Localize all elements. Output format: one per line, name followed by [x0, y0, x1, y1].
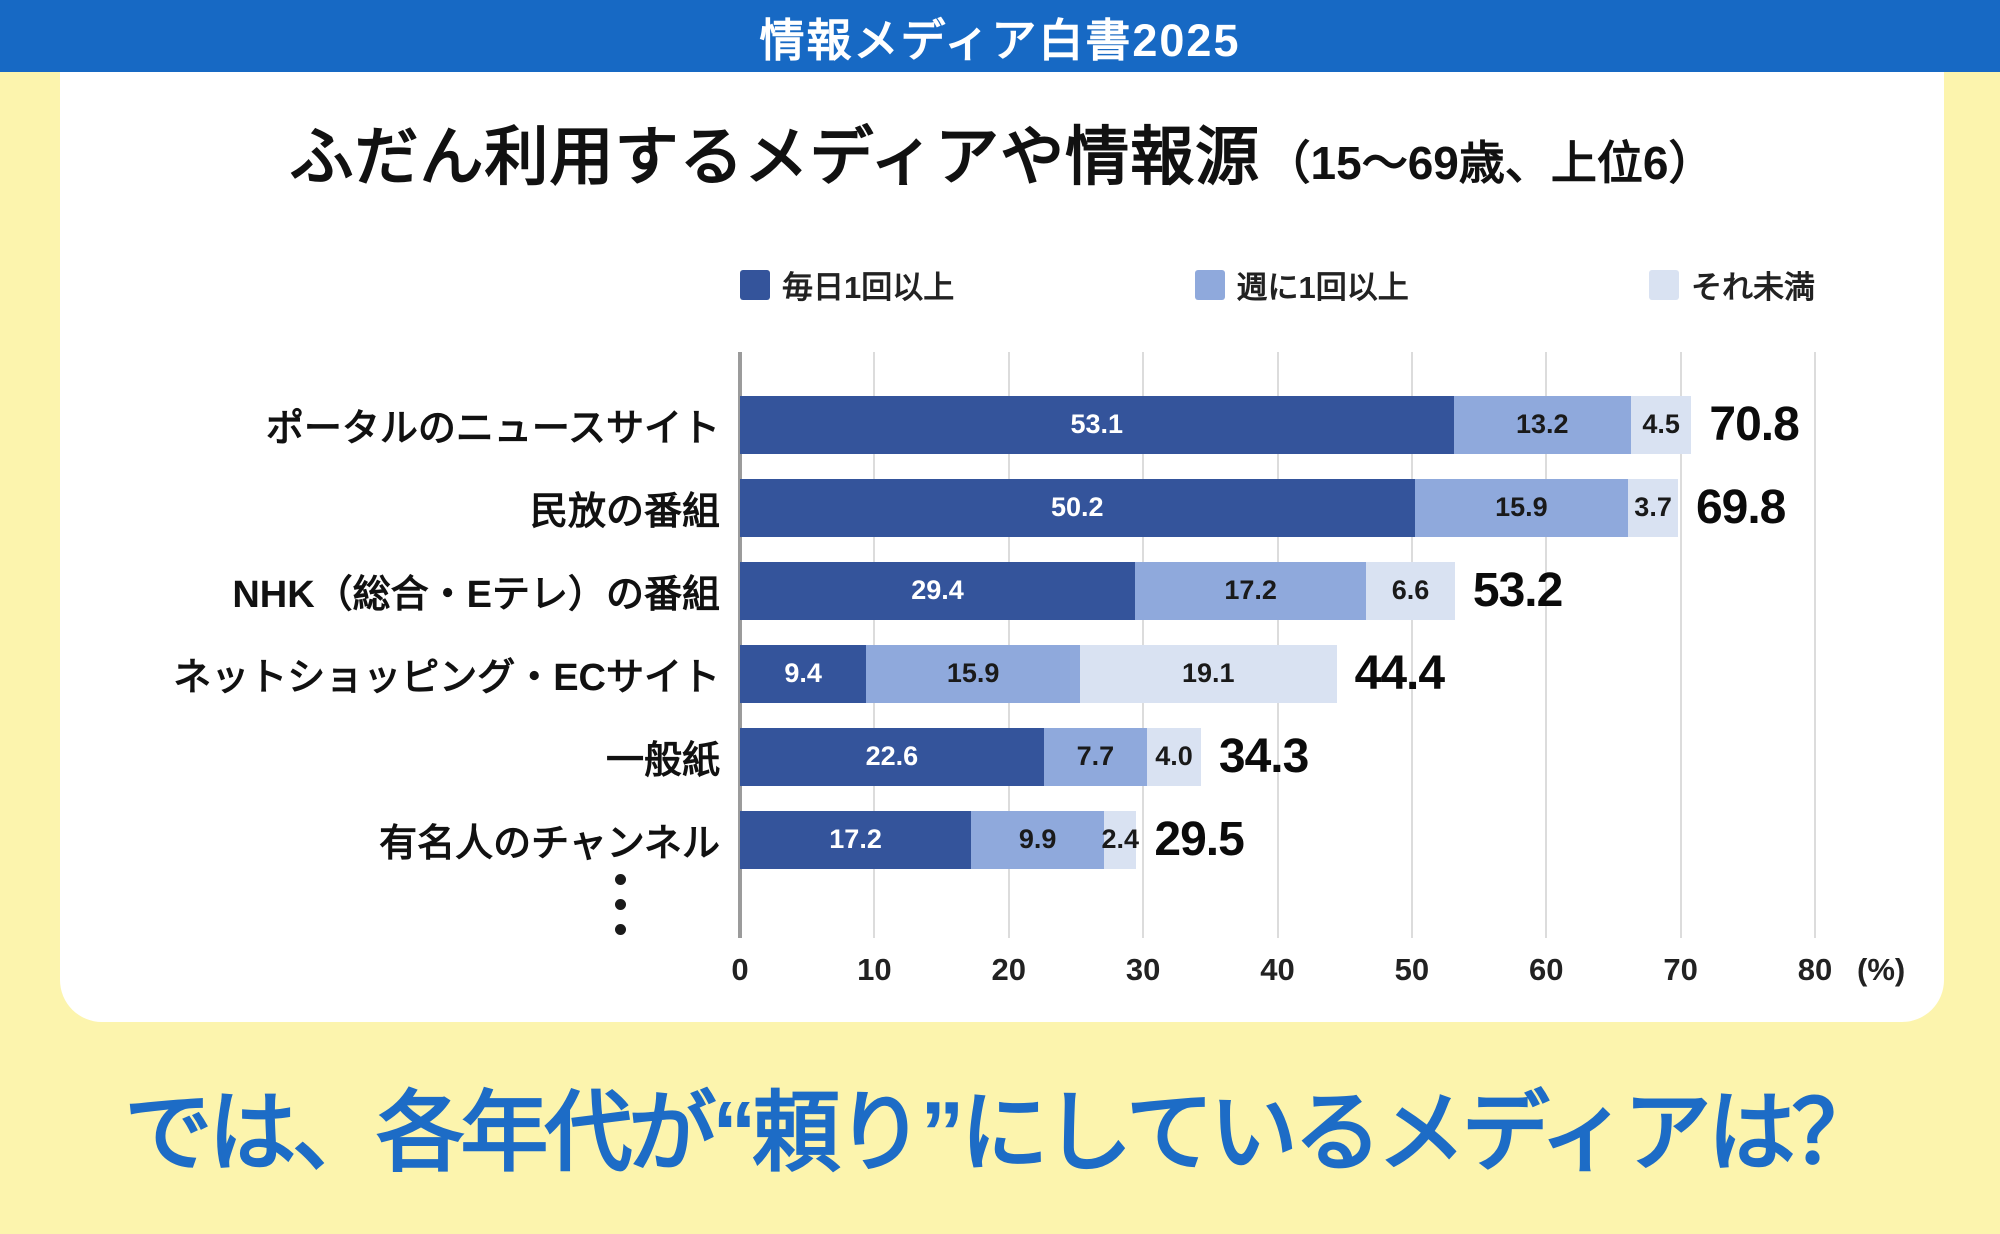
total-label: 44.4: [1354, 647, 1445, 700]
bar-segment: 17.2: [1135, 561, 1367, 620]
grid-line: [1679, 352, 1682, 938]
bar-segment: 50.2: [740, 478, 1415, 537]
chart-title-note: （15〜69歳、上位6）: [1264, 137, 1715, 189]
chart-rows: ポータルのニュースサイト 53.1 13.2 4.5 70.8 民放の番組 50.2 15.9…: [60, 383, 1944, 881]
x-tick-label: 80: [1797, 952, 1833, 987]
bar-stack: 29.4 17.2 6.6: [740, 561, 1455, 620]
legend-swatch-icon: [740, 269, 770, 300]
chart-card: ふだん利用するメディアや情報源 （15〜69歳、上位6） 毎日1回以上 週に1回以…: [60, 72, 1944, 1022]
x-tick-label: 20: [991, 952, 1026, 987]
category-label: NHK（総合・Eテレ）の番組: [232, 574, 720, 616]
bar-stack: 17.2 9.9 2.4: [740, 810, 1139, 869]
legend-item: 週に1回以上: [1194, 262, 1409, 307]
legend-item: 毎日1回以上: [740, 262, 954, 307]
bar-segment: 4.0: [1147, 727, 1201, 786]
bar-segment: 15.9: [866, 644, 1080, 703]
ellipsis-icon: [608, 874, 632, 935]
bar-segment: 53.1: [740, 395, 1454, 454]
x-tick-label: 0: [731, 952, 749, 987]
legend-swatch-icon: [1194, 269, 1225, 300]
bar-segment: 22.6: [740, 727, 1044, 786]
x-tick-label: 70: [1663, 952, 1698, 987]
stacked-bar-chart: ポータルのニュースサイト 53.1 13.2 4.5 70.8 民放の番組 50.2 15.9…: [60, 352, 1944, 1012]
bar-segment: 2.4: [1102, 810, 1139, 869]
chart-row: ポータルのニュースサイト 53.1 13.2 4.5 70.8: [60, 383, 1944, 466]
category-label: 一般紙: [605, 740, 720, 782]
category-label: ネットショッピング・ECサイト: [173, 657, 720, 699]
chart-row: NHK（総合・Eテレ）の番組 29.4 17.2 6.6 53.2: [60, 549, 1944, 632]
x-tick-label: 50: [1394, 952, 1430, 987]
legend-item: それ未満: [1649, 262, 1815, 307]
bar-stack: 22.6 7.7 4.0: [740, 727, 1201, 786]
total-label: 29.5: [1154, 813, 1244, 866]
ellipsis-dot: [614, 924, 626, 935]
x-tick-label: 60: [1529, 952, 1564, 987]
category-label: 有名人のチャンネル: [379, 823, 720, 865]
bar-stack: 9.4 15.9 19.1: [740, 644, 1337, 703]
bar-segment: 6.6: [1366, 561, 1455, 620]
chart-row: ネットショッピング・ECサイト 9.4 15.9 19.1 44.4: [60, 632, 1944, 715]
bar-segment: 7.7: [1043, 727, 1148, 786]
chart-legend: 毎日1回以上 週に1回以上 それ未満: [740, 262, 1815, 307]
bar-segment: 17.2: [740, 810, 972, 869]
bar-segment: 3.7: [1628, 478, 1678, 537]
total-label: 70.8: [1709, 398, 1799, 451]
bar-segment: 15.9: [1414, 478, 1629, 537]
grid-line: [1410, 352, 1413, 938]
chart-row: 民放の番組 50.2 15.9 3.7 69.8: [60, 466, 1944, 549]
bar-segment: 19.1: [1079, 644, 1337, 703]
x-tick-label: 40: [1260, 952, 1295, 987]
bar-segment: 4.5: [1630, 395, 1692, 454]
category-label: 民放の番組: [529, 491, 720, 533]
footer-question: では、各年代が“頼り”にしているメディアは？: [124, 1083, 1879, 1182]
legend-swatch-icon: [1649, 269, 1679, 300]
x-axis: 0 10 20 30 40 50 60 70 80 (%): [731, 952, 1940, 1002]
bar-segment: 29.4: [740, 561, 1136, 620]
bar-segment: 9.4: [740, 644, 867, 703]
chart-title: ふだん利用するメディアや情報源 （15〜69歳、上位6）: [60, 106, 1944, 198]
total-label: 53.2: [1472, 564, 1563, 617]
chart-row: 一般紙 22.6 7.7 4.0 34.3: [60, 715, 1944, 798]
bar-stack: 53.1 13.2 4.5: [740, 395, 1692, 454]
grid-line: [1814, 352, 1816, 938]
bar-segment: 9.9: [971, 810, 1105, 869]
grid-line: [1545, 352, 1548, 938]
chart-title-main: ふだん利用するメディアや情報源: [289, 121, 1261, 193]
chart-row: 有名人のチャンネル 17.2 9.9 2.4 29.5: [60, 798, 1944, 881]
total-label: 69.8: [1695, 481, 1786, 534]
x-tick-label: 10: [857, 952, 892, 987]
category-label: ポータルのニュースサイト: [265, 408, 720, 450]
legend-label: それ未満: [1691, 270, 1815, 305]
x-tick-label: 30: [1125, 952, 1161, 987]
legend-label: 毎日1回以上: [782, 270, 955, 305]
total-label: 34.3: [1218, 730, 1309, 783]
bar-stack: 50.2 15.9 3.7: [740, 478, 1678, 537]
top-banner: 情報メディア白書2025: [0, 0, 2000, 72]
ellipsis-dot: [614, 874, 626, 885]
bar-segment: 13.2: [1453, 395, 1631, 454]
banner-title: 情報メディア白書2025: [759, 14, 1241, 66]
legend-label: 週に1回以上: [1236, 270, 1409, 305]
x-axis-unit-label: (%): [1857, 952, 1906, 987]
ellipsis-dot: [614, 899, 626, 910]
